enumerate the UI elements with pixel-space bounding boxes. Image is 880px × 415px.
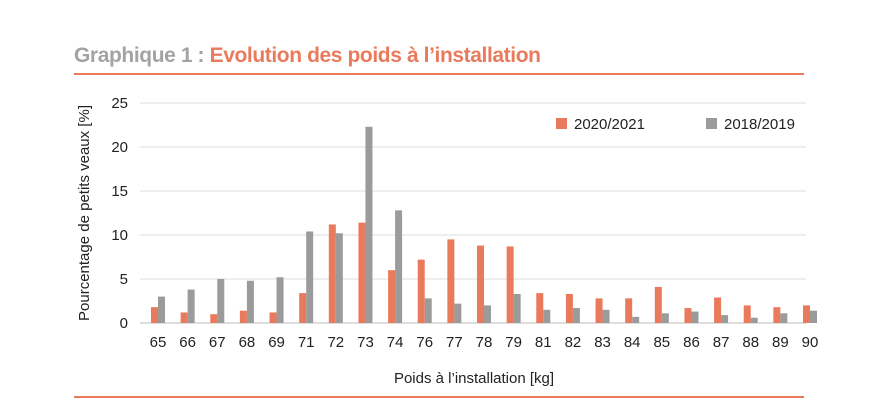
- bar-2018-2019-77: [454, 303, 462, 323]
- top-divider: [74, 73, 804, 75]
- x-tick-label: 83: [594, 334, 611, 351]
- x-tick-label: 90: [802, 334, 819, 351]
- x-tick-label: 71: [298, 334, 315, 351]
- bottom-divider: [74, 396, 804, 398]
- x-tick-label: 85: [653, 334, 670, 351]
- bar-2018-2019-83: [602, 309, 610, 323]
- bar-2018-2019-72: [335, 233, 343, 323]
- x-tick-label: 68: [239, 334, 256, 351]
- bar-2020-2021-81: [536, 293, 544, 323]
- gridlines: [140, 102, 806, 324]
- x-tick-label: 82: [565, 334, 582, 351]
- y-tick-label: 5: [120, 271, 128, 288]
- bar-2020-2021-84: [625, 298, 633, 323]
- bar-2018-2019-86: [691, 311, 699, 323]
- bar-2018-2019-85: [661, 313, 669, 323]
- x-tick-label: 73: [357, 334, 374, 351]
- y-axis-label: Pourcentage de petits veaux [%]: [76, 105, 93, 321]
- y-tick-label: 20: [111, 139, 128, 156]
- chart-heading: Graphique 1 : Evolution des poids à l’in…: [74, 44, 541, 68]
- legend-swatch: [556, 118, 567, 129]
- x-tick-label: 84: [624, 334, 641, 351]
- y-tick-label: 25: [111, 95, 128, 112]
- bar-2018-2019-81: [543, 309, 551, 323]
- bar-2018-2019-68: [246, 280, 254, 323]
- y-tick-label: 15: [111, 183, 128, 200]
- x-tick-label: 66: [179, 334, 196, 351]
- bar-2020-2021-69: [269, 312, 277, 323]
- bar-2020-2021-83: [595, 298, 603, 323]
- bar-2020-2021-66: [180, 312, 188, 323]
- bar-2020-2021-87: [714, 297, 722, 323]
- bar-2020-2021-73: [358, 222, 366, 323]
- x-tick-label: 79: [505, 334, 522, 351]
- bar-2020-2021-85: [654, 286, 662, 323]
- bar-2020-2021-65: [151, 307, 158, 323]
- bar-2018-2019-71: [306, 231, 314, 323]
- x-axis-label: Poids à l’installation [kg]: [394, 370, 554, 387]
- x-tick-label: 69: [268, 334, 285, 351]
- x-tick-label: 65: [150, 334, 167, 351]
- legend-swatch: [706, 118, 717, 129]
- legend-label: 2018/2019: [724, 116, 795, 133]
- bar-2020-2021-89: [773, 307, 781, 323]
- legend-label: 2020/2021: [574, 116, 645, 133]
- bar-2020-2021-77: [447, 239, 455, 323]
- x-tick-label: 67: [209, 334, 226, 351]
- x-tick-label: 76: [416, 334, 433, 351]
- x-tick-label: 74: [387, 334, 404, 351]
- x-tick-label: 87: [713, 334, 730, 351]
- bar-2018-2019-66: [187, 289, 195, 323]
- bar-2020-2021-74: [388, 270, 396, 323]
- x-tick-label: 86: [683, 334, 700, 351]
- bar-2020-2021-79: [506, 246, 514, 323]
- x-tick-label: 81: [535, 334, 552, 351]
- bar-2018-2019-69: [276, 277, 284, 323]
- bar-2020-2021-88: [743, 305, 751, 323]
- bar-2020-2021-78: [477, 245, 484, 323]
- bar-2018-2019-90: [810, 310, 817, 323]
- heading-title: Evolution des poids à l’installation: [209, 44, 541, 67]
- heading-prefix: Graphique 1 :: [74, 44, 210, 67]
- bar-2018-2019-67: [217, 279, 225, 323]
- x-tick-labels: 65 66 67 68 69 71 72 73 74 76 77 78 79 81 82 83 84 85 86 87…: [150, 334, 819, 351]
- bar-2020-2021-90: [803, 305, 810, 323]
- x-tick-label: 78: [476, 334, 493, 351]
- bar-2018-2019-89: [780, 313, 788, 323]
- x-tick-label: 88: [742, 334, 759, 351]
- bar-2018-2019-76: [424, 298, 432, 323]
- x-tick-label: 77: [446, 334, 463, 351]
- bar-2018-2019-78: [484, 305, 491, 323]
- bar-2020-2021-72: [328, 224, 336, 323]
- bar-2018-2019-87: [721, 315, 729, 323]
- bar-2020-2021-86: [684, 308, 692, 323]
- bar-2018-2019-88: [750, 317, 758, 323]
- bar-2018-2019-73: [365, 126, 373, 323]
- bar-2020-2021-82: [565, 293, 573, 323]
- legend: 2020/2021 2018/2019: [556, 116, 795, 133]
- y-tick-labels: 0 5 10 15 20 25: [111, 95, 128, 332]
- bar-2020-2021-71: [299, 293, 307, 323]
- x-tick-label: 72: [327, 334, 344, 351]
- bar-2018-2019-65: [158, 296, 165, 323]
- x-tick-label: 89: [772, 334, 789, 351]
- bar-2018-2019-74: [395, 210, 403, 323]
- bar-2020-2021-76: [417, 259, 425, 323]
- bar-2018-2019-79: [513, 293, 521, 323]
- y-tick-label: 10: [111, 227, 128, 244]
- y-tick-label: 0: [120, 315, 128, 332]
- bar-2018-2019-82: [572, 308, 580, 323]
- bar-2018-2019-84: [632, 316, 640, 323]
- bars: [151, 126, 817, 323]
- bar-2020-2021-68: [239, 310, 247, 323]
- bar-2020-2021-67: [210, 314, 218, 323]
